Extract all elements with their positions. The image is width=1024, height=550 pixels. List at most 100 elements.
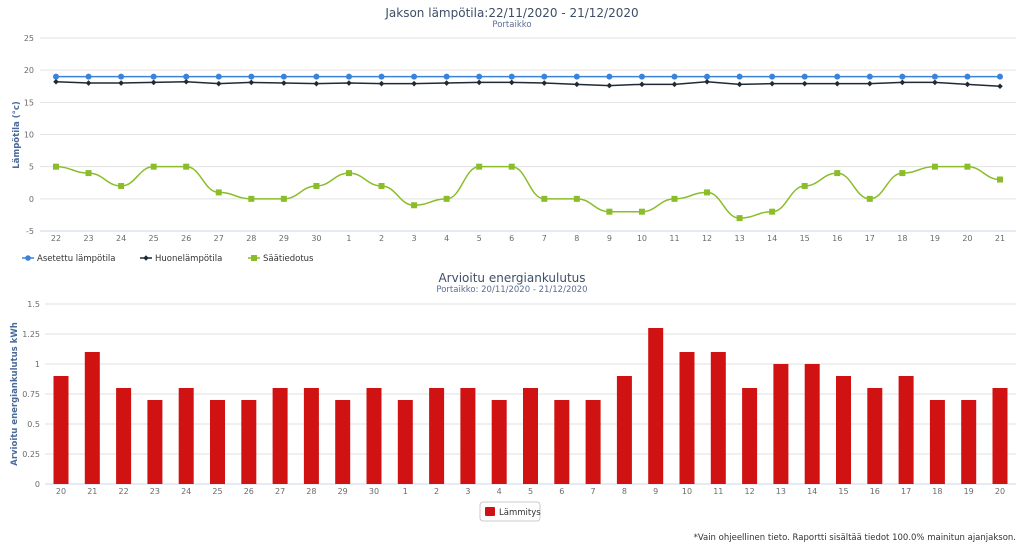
- temperature-point-marker[interactable]: [313, 80, 320, 87]
- energy-bar[interactable]: [554, 400, 570, 484]
- temperature-point-marker[interactable]: [606, 208, 613, 215]
- temperature-point-marker[interactable]: [899, 73, 906, 80]
- temperature-point-marker[interactable]: [606, 73, 613, 80]
- temperature-legend-label[interactable]: Säätiedotus: [263, 254, 314, 264]
- temperature-point-marker[interactable]: [997, 73, 1003, 80]
- temperature-point-marker[interactable]: [541, 73, 548, 80]
- temperature-point-marker[interactable]: [411, 73, 418, 80]
- temperature-legend-label[interactable]: Asetettu lämpötila: [37, 254, 116, 264]
- temperature-point-marker[interactable]: [53, 163, 59, 170]
- temperature-point-marker[interactable]: [313, 73, 320, 80]
- temperature-point-marker[interactable]: [834, 170, 841, 177]
- temperature-point-marker[interactable]: [541, 80, 548, 86]
- energy-bar[interactable]: [836, 376, 851, 484]
- temperature-point-marker[interactable]: [704, 73, 711, 80]
- temperature-point-marker[interactable]: [671, 81, 678, 88]
- energy-bar[interactable]: [742, 388, 758, 484]
- energy-bar[interactable]: [178, 388, 194, 484]
- temperature-point-marker[interactable]: [704, 78, 710, 85]
- temperature-point-marker[interactable]: [443, 73, 450, 80]
- energy-bar[interactable]: [491, 400, 507, 484]
- energy-bar[interactable]: [53, 376, 69, 484]
- temperature-point-marker[interactable]: [411, 80, 417, 87]
- temperature-point-marker[interactable]: [541, 195, 548, 202]
- temperature-point-marker[interactable]: [118, 73, 125, 80]
- temperature-point-marker[interactable]: [378, 73, 385, 80]
- energy-bar[interactable]: [898, 376, 914, 484]
- energy-bar[interactable]: [429, 388, 445, 484]
- temperature-point-marker[interactable]: [150, 163, 157, 170]
- temperature-point-marker[interactable]: [85, 80, 92, 86]
- energy-bar[interactable]: [210, 400, 225, 484]
- temperature-point-marker[interactable]: [378, 182, 385, 189]
- temperature-point-marker[interactable]: [346, 80, 352, 86]
- temperature-point-marker[interactable]: [899, 79, 906, 86]
- energy-bar[interactable]: [366, 388, 382, 484]
- temperature-point-marker[interactable]: [834, 73, 841, 80]
- energy-bar[interactable]: [679, 352, 695, 484]
- temperature-point-marker[interactable]: [573, 73, 580, 80]
- temperature-point-marker[interactable]: [183, 73, 190, 80]
- temperature-point-marker[interactable]: [85, 170, 92, 177]
- temperature-point-marker[interactable]: [215, 189, 222, 196]
- energy-bar[interactable]: [585, 400, 601, 484]
- temperature-point-marker[interactable]: [866, 80, 873, 87]
- energy-legend[interactable]: Lämmitys: [479, 501, 541, 522]
- temperature-point-marker[interactable]: [53, 73, 59, 80]
- temperature-point-marker[interactable]: [476, 163, 483, 170]
- temperature-point-marker[interactable]: [997, 176, 1003, 183]
- temperature-point-marker[interactable]: [118, 182, 125, 189]
- temperature-point-marker[interactable]: [932, 79, 938, 86]
- temperature-point-marker[interactable]: [769, 208, 776, 215]
- energy-bar[interactable]: [616, 376, 632, 484]
- energy-bar[interactable]: [241, 400, 257, 484]
- energy-bar[interactable]: [397, 400, 413, 484]
- temperature-point-marker[interactable]: [671, 73, 678, 80]
- temperature-point-marker[interactable]: [866, 73, 873, 80]
- temperature-point-marker[interactable]: [281, 80, 287, 86]
- temperature-point-marker[interactable]: [345, 73, 352, 80]
- temperature-point-marker[interactable]: [476, 73, 483, 80]
- temperature-point-marker[interactable]: [671, 195, 678, 202]
- temperature-point-marker[interactable]: [85, 73, 92, 80]
- temperature-point-marker[interactable]: [411, 202, 418, 209]
- temperature-point-marker[interactable]: [53, 78, 59, 85]
- temperature-point-marker[interactable]: [639, 81, 645, 88]
- energy-bar[interactable]: [272, 388, 288, 484]
- energy-bar[interactable]: [648, 328, 664, 484]
- temperature-point-marker[interactable]: [248, 195, 255, 202]
- temperature-point-marker[interactable]: [280, 73, 287, 80]
- temperature-point-marker[interactable]: [736, 81, 743, 88]
- energy-bar[interactable]: [929, 400, 945, 484]
- energy-bar[interactable]: [523, 388, 538, 484]
- temperature-point-marker[interactable]: [508, 163, 515, 170]
- temperature-point-marker[interactable]: [248, 73, 255, 80]
- energy-bar[interactable]: [961, 400, 977, 484]
- temperature-point-marker[interactable]: [769, 73, 776, 80]
- temperature-point-marker[interactable]: [345, 170, 352, 177]
- temperature-point-marker[interactable]: [899, 170, 906, 177]
- temperature-legend-label[interactable]: Huonelämpötila: [155, 254, 222, 264]
- temperature-point-marker[interactable]: [248, 79, 255, 86]
- temperature-point-marker[interactable]: [118, 80, 124, 86]
- temperature-point-marker[interactable]: [638, 208, 645, 215]
- temperature-point-marker[interactable]: [931, 73, 938, 80]
- temperature-point-marker[interactable]: [964, 73, 971, 80]
- energy-bar[interactable]: [335, 400, 351, 484]
- temperature-point-marker[interactable]: [183, 163, 190, 170]
- temperature-point-marker[interactable]: [280, 195, 287, 202]
- temperature-point-marker[interactable]: [866, 195, 873, 202]
- temperature-point-marker[interactable]: [508, 73, 515, 80]
- temperature-point-marker[interactable]: [997, 83, 1003, 90]
- temperature-legend-item[interactable]: Huonelämpötila: [140, 254, 222, 264]
- temperature-point-marker[interactable]: [638, 73, 645, 80]
- energy-bar[interactable]: [303, 388, 319, 484]
- temperature-point-marker[interactable]: [736, 215, 743, 222]
- energy-bar[interactable]: [116, 388, 132, 484]
- temperature-point-marker[interactable]: [476, 79, 482, 86]
- temperature-point-marker[interactable]: [704, 189, 711, 196]
- temperature-point-marker[interactable]: [150, 73, 157, 80]
- temperature-point-marker[interactable]: [834, 80, 841, 87]
- temperature-legend-item[interactable]: Säätiedotus: [248, 254, 314, 264]
- temperature-point-marker[interactable]: [378, 80, 385, 87]
